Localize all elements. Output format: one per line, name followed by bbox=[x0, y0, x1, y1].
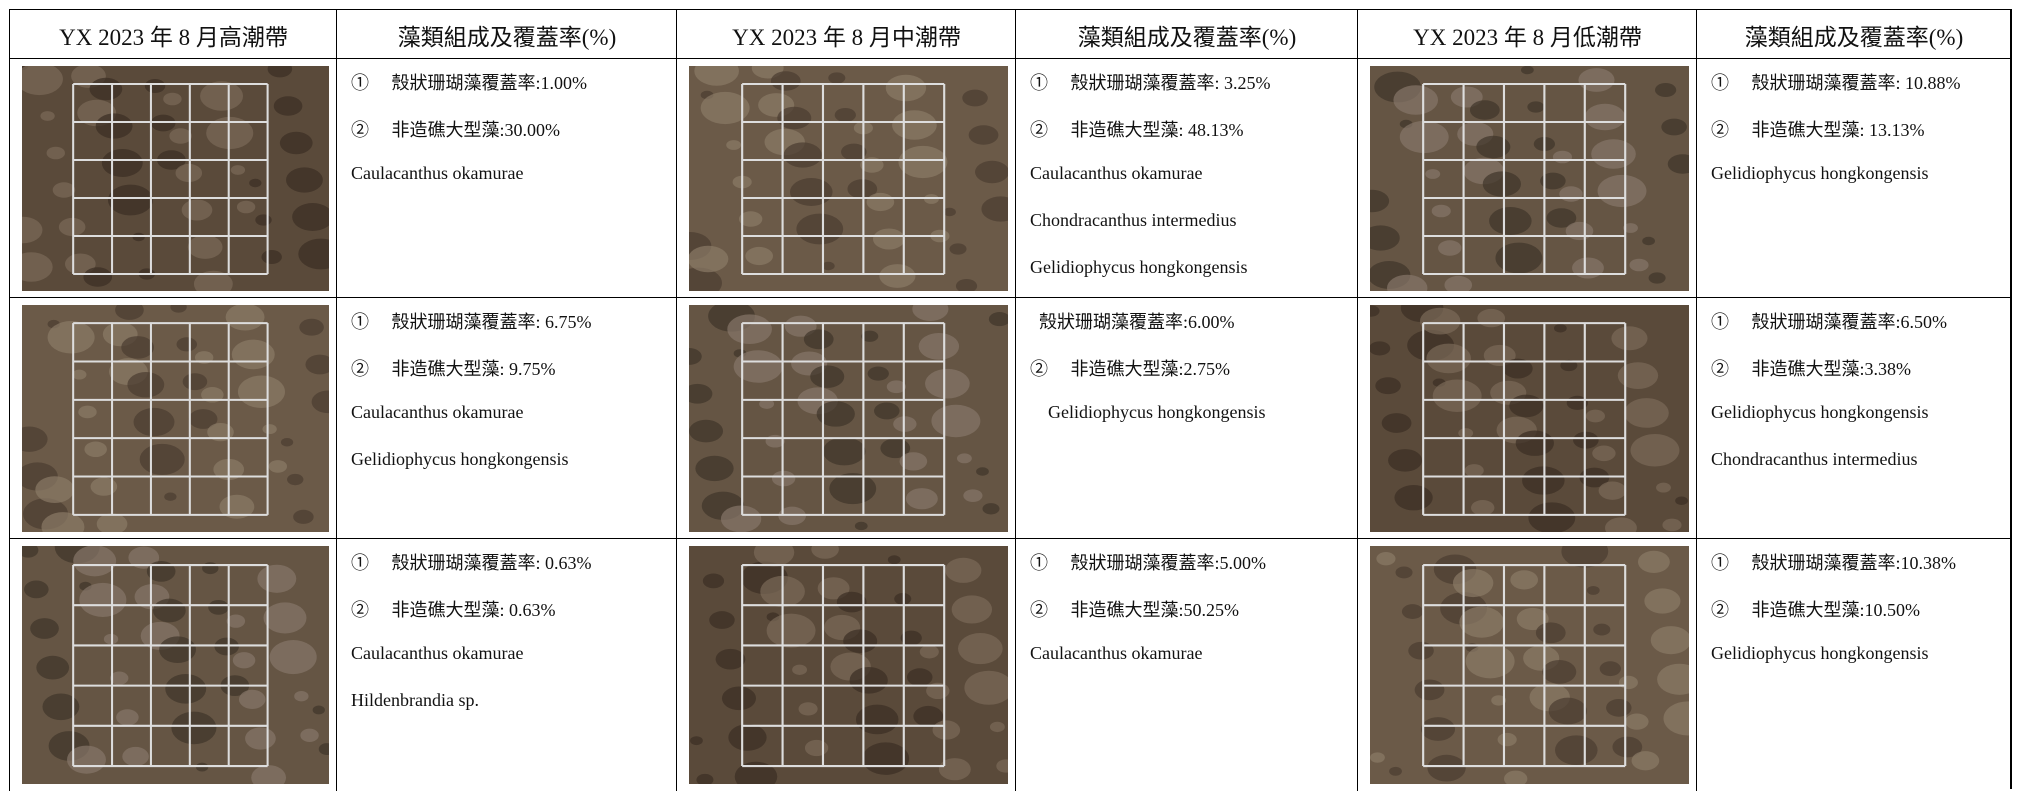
text-line: ① 殼狀珊瑚藻覆蓋率:10.38% bbox=[1711, 553, 1956, 573]
text-line: ① 殼狀珊瑚藻覆蓋率: 10.88% bbox=[1711, 73, 1961, 93]
header-text: 藻類組成及覆蓋率(%) bbox=[1744, 24, 1964, 50]
text-line: Caulacanthus okamurae bbox=[1030, 163, 1203, 183]
text-line: Gelidiophycus hongkongensis bbox=[1711, 163, 1929, 183]
text-line: Gelidiophycus hongkongensis bbox=[1711, 643, 1929, 663]
quadrat-photo bbox=[689, 66, 1008, 291]
text-line: Gelidiophycus hongkongensis bbox=[1030, 402, 1266, 422]
quadrat-photo bbox=[22, 66, 329, 291]
text-line: ② 非造礁大型藻: 0.63% bbox=[351, 600, 556, 620]
quadrat-photo bbox=[1370, 66, 1689, 291]
header-cell: YX 2023 年 8 月低潮帶 bbox=[1357, 9, 1697, 59]
text-cell: 殼狀珊瑚藻覆蓋率:6.00% ② 非造礁大型藻:2.75% Gelidiophyc… bbox=[1015, 297, 1358, 539]
header-cell: 藻類組成及覆蓋率(%) bbox=[1696, 9, 2011, 59]
quadrat-photo bbox=[1370, 305, 1689, 532]
text-line: ① 殼狀珊瑚藻覆蓋率: 0.63% bbox=[351, 553, 592, 573]
photo-cell bbox=[1357, 58, 1697, 298]
text-cell: ① 殼狀珊瑚藻覆蓋率: 6.75% ② 非造礁大型藻: 9.75% Caulacan… bbox=[336, 297, 677, 539]
text-line: ② 非造礁大型藻:30.00% bbox=[351, 120, 560, 140]
photo-cell bbox=[1357, 538, 1697, 791]
text-line: ① 殼狀珊瑚藻覆蓋率: 3.25% bbox=[1030, 73, 1271, 93]
photo-cell bbox=[676, 297, 1016, 539]
header-cell: YX 2023 年 8 月高潮帶 bbox=[9, 9, 337, 59]
text-line: Gelidiophycus hongkongensis bbox=[1711, 402, 1929, 422]
text-line: Chondracanthus intermedius bbox=[1030, 210, 1237, 230]
text-line: ① 殼狀珊瑚藻覆蓋率:6.50% bbox=[1711, 312, 1947, 332]
text-line: ② 非造礁大型藻:50.25% bbox=[1030, 600, 1239, 620]
quadrat-photo bbox=[689, 546, 1008, 784]
quadrat-photo bbox=[22, 305, 329, 532]
text-line: ② 非造礁大型藻:10.50% bbox=[1711, 600, 1920, 620]
text-cell: ① 殼狀珊瑚藻覆蓋率:10.38% ② 非造礁大型藻:10.50% Gelidiop… bbox=[1696, 538, 2011, 791]
right-border bbox=[2010, 9, 2012, 789]
photo-cell bbox=[1357, 297, 1697, 539]
header-text: 藻類組成及覆蓋率(%) bbox=[397, 24, 617, 50]
text-cell: ① 殼狀珊瑚藻覆蓋率:1.00% ② 非造礁大型藻:30.00% Caulacant… bbox=[336, 58, 677, 298]
text-line: ② 非造礁大型藻: 13.13% bbox=[1711, 120, 1925, 140]
text-line: Gelidiophycus hongkongensis bbox=[1030, 257, 1248, 277]
text-line: ② 非造礁大型藻:3.38% bbox=[1711, 359, 1911, 379]
text-cell: ① 殼狀珊瑚藻覆蓋率: 10.88% ② 非造礁大型藻: 13.13% Gelidi… bbox=[1696, 58, 2011, 298]
quadrat-photo bbox=[22, 546, 329, 784]
photo-cell bbox=[9, 538, 337, 791]
header-text: YX 2023 年 8 月中潮帶 bbox=[732, 24, 961, 50]
text-line: ② 非造礁大型藻: 9.75% bbox=[351, 359, 556, 379]
header-cell: 藻類組成及覆蓋率(%) bbox=[1015, 9, 1358, 59]
text-line: Chondracanthus intermedius bbox=[1711, 449, 1918, 469]
quadrat-photo bbox=[689, 305, 1008, 532]
text-line: ① 殼狀珊瑚藻覆蓋率: 6.75% bbox=[351, 312, 592, 332]
photo-cell bbox=[676, 58, 1016, 298]
photo-cell bbox=[676, 538, 1016, 791]
text-line: ① 殼狀珊瑚藻覆蓋率:1.00% bbox=[351, 73, 587, 93]
text-line: Caulacanthus okamurae bbox=[1030, 643, 1203, 663]
header-text: YX 2023 年 8 月高潮帶 bbox=[59, 24, 288, 50]
text-line: ② 非造礁大型藻: 48.13% bbox=[1030, 120, 1244, 140]
text-cell: ① 殼狀珊瑚藻覆蓋率:6.50% ② 非造礁大型藻:3.38% Gelidiophy… bbox=[1696, 297, 2011, 539]
photo-cell bbox=[9, 297, 337, 539]
text-line: ② 非造礁大型藻:2.75% bbox=[1030, 359, 1230, 379]
header-cell: YX 2023 年 8 月中潮帶 bbox=[676, 9, 1016, 59]
quadrat-photo bbox=[1370, 546, 1689, 784]
header-text: 藻類組成及覆蓋率(%) bbox=[1077, 24, 1297, 50]
text-line: Caulacanthus okamurae bbox=[351, 163, 524, 183]
text-cell: ① 殼狀珊瑚藻覆蓋率:5.00% ② 非造礁大型藻:50.25% Caulacant… bbox=[1015, 538, 1358, 791]
text-line: Gelidiophycus hongkongensis bbox=[351, 449, 569, 469]
text-cell: ① 殼狀珊瑚藻覆蓋率: 0.63% ② 非造礁大型藻: 0.63% Caulacan… bbox=[336, 538, 677, 791]
text-cell: ① 殼狀珊瑚藻覆蓋率: 3.25% ② 非造礁大型藻: 48.13% Caulaca… bbox=[1015, 58, 1358, 298]
photo-cell bbox=[9, 58, 337, 298]
header-text: YX 2023 年 8 月低潮帶 bbox=[1413, 24, 1642, 50]
text-line: Caulacanthus okamurae bbox=[351, 643, 524, 663]
text-line: Hildenbrandia sp. bbox=[351, 690, 479, 710]
text-line: Caulacanthus okamurae bbox=[351, 402, 524, 422]
text-line: 殼狀珊瑚藻覆蓋率:6.00% bbox=[1030, 312, 1235, 332]
text-line: ① 殼狀珊瑚藻覆蓋率:5.00% bbox=[1030, 553, 1266, 573]
header-cell: 藻類組成及覆蓋率(%) bbox=[336, 9, 677, 59]
